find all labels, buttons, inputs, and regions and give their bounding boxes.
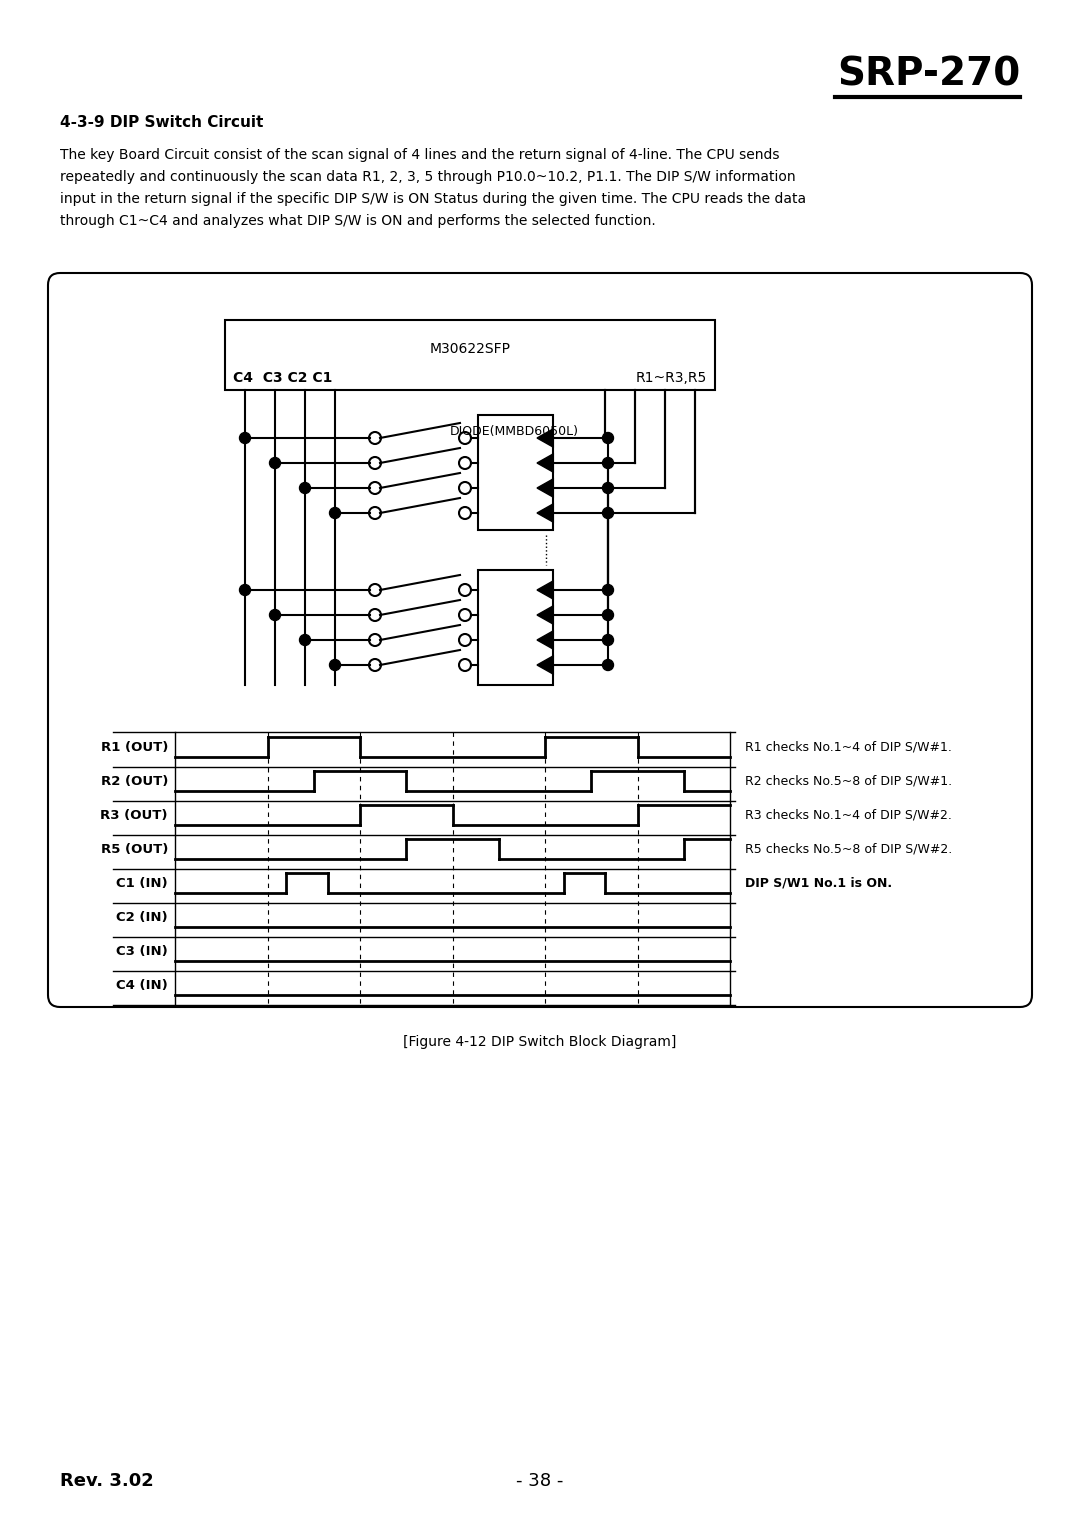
Circle shape	[299, 635, 311, 646]
Circle shape	[603, 585, 613, 596]
Text: [Figure 4-12 DIP Switch Block Diagram]: [Figure 4-12 DIP Switch Block Diagram]	[403, 1035, 677, 1049]
FancyBboxPatch shape	[48, 273, 1032, 1006]
Text: C1 (IN): C1 (IN)	[117, 876, 168, 890]
Text: M30622SFP: M30622SFP	[430, 342, 511, 356]
Text: C2 (IN): C2 (IN)	[117, 910, 168, 924]
Circle shape	[603, 458, 613, 469]
Circle shape	[329, 507, 340, 519]
Polygon shape	[537, 631, 553, 649]
Circle shape	[329, 660, 340, 670]
Text: - 38 -: - 38 -	[516, 1472, 564, 1490]
Circle shape	[240, 432, 251, 443]
Polygon shape	[537, 454, 553, 472]
Text: R1~R3,R5: R1~R3,R5	[636, 371, 707, 385]
Circle shape	[270, 609, 281, 620]
Text: The key Board Circuit consist of the scan signal of 4 lines and the return signa: The key Board Circuit consist of the sca…	[60, 148, 780, 162]
Polygon shape	[537, 606, 553, 625]
Text: Rev. 3.02: Rev. 3.02	[60, 1472, 153, 1490]
Text: C4  C3 C2 C1: C4 C3 C2 C1	[233, 371, 333, 385]
Circle shape	[240, 585, 251, 596]
Text: repeatedly and continuously the scan data R1, 2, 3, 5 through P10.0~10.2, P1.1. : repeatedly and continuously the scan dat…	[60, 169, 796, 183]
Circle shape	[299, 483, 311, 493]
Text: R5 checks No.5~8 of DIP S/W#2.: R5 checks No.5~8 of DIP S/W#2.	[745, 843, 953, 855]
Bar	[478, 415, 553, 530]
Text: R5 (OUT): R5 (OUT)	[100, 843, 168, 855]
Bar	[478, 570, 553, 686]
Polygon shape	[537, 580, 553, 599]
Text: SRP-270: SRP-270	[837, 55, 1020, 93]
Text: DIP S/W1 No.1 is ON.: DIP S/W1 No.1 is ON.	[745, 876, 892, 890]
Text: 4-3-9 DIP Switch Circuit: 4-3-9 DIP Switch Circuit	[60, 115, 264, 130]
Bar	[225, 321, 715, 389]
Polygon shape	[537, 479, 553, 496]
Circle shape	[603, 635, 613, 646]
Polygon shape	[537, 657, 553, 673]
Circle shape	[270, 458, 281, 469]
Text: R2 (OUT): R2 (OUT)	[100, 774, 168, 788]
Text: R1 (OUT): R1 (OUT)	[100, 741, 168, 753]
Circle shape	[603, 507, 613, 519]
Text: R3 (OUT): R3 (OUT)	[100, 808, 168, 822]
Text: R1 checks No.1~4 of DIP S/W#1.: R1 checks No.1~4 of DIP S/W#1.	[745, 741, 951, 753]
Text: DIODE(MMBD6050L): DIODE(MMBD6050L)	[450, 425, 579, 438]
Circle shape	[603, 483, 613, 493]
Text: input in the return signal if the specific DIP S/W is ON Status during the given: input in the return signal if the specif…	[60, 192, 806, 206]
Text: R2 checks No.5~8 of DIP S/W#1.: R2 checks No.5~8 of DIP S/W#1.	[745, 774, 953, 788]
Circle shape	[603, 609, 613, 620]
Circle shape	[603, 660, 613, 670]
Text: through C1~C4 and analyzes what DIP S/W is ON and performs the selected function: through C1~C4 and analyzes what DIP S/W …	[60, 214, 656, 228]
Text: C3 (IN): C3 (IN)	[117, 945, 168, 957]
Text: C4 (IN): C4 (IN)	[117, 979, 168, 991]
Polygon shape	[537, 429, 553, 447]
Polygon shape	[537, 504, 553, 522]
Circle shape	[603, 432, 613, 443]
Text: R3 checks No.1~4 of DIP S/W#2.: R3 checks No.1~4 of DIP S/W#2.	[745, 808, 951, 822]
